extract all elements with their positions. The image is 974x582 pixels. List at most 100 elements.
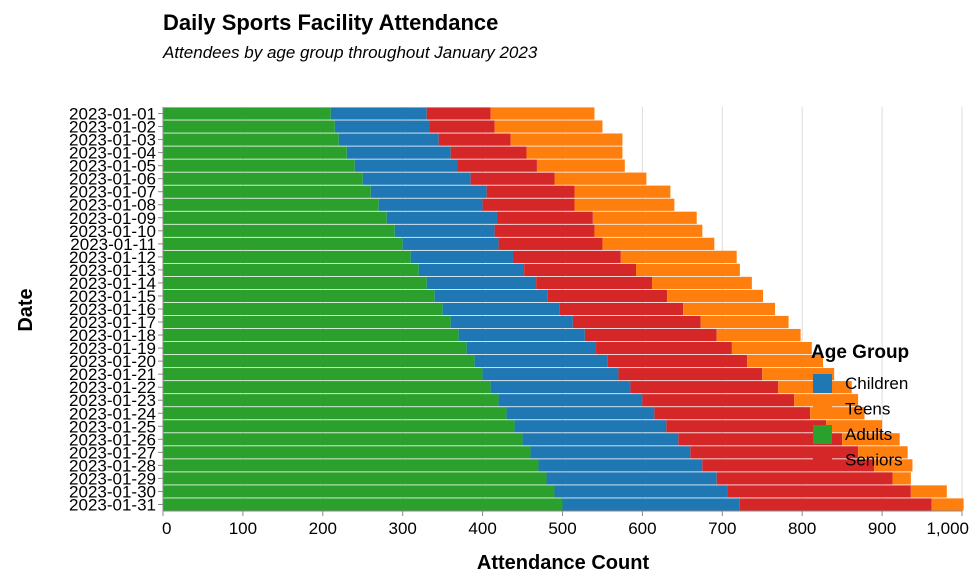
bar-seniors-2023-01-14 (536, 276, 652, 290)
chart-subtitle: Attendees by age group throughout Januar… (162, 43, 538, 62)
bar-seniors-2023-01-16 (559, 302, 684, 316)
y-tick-label-2023-01-20: 2023-01-20 (69, 352, 156, 371)
bar-children-2023-01-24 (506, 407, 655, 420)
bar-seniors-2023-01-31 (739, 498, 932, 511)
bar-teens-2023-01-30 (910, 485, 947, 498)
bar-teens-2023-01-07 (574, 185, 671, 198)
bar-adults-2023-01-13 (163, 263, 419, 277)
bar-seniors-2023-01-21 (618, 368, 763, 381)
bar-teens-2023-01-27 (858, 446, 908, 459)
bar-seniors-2023-01-12 (512, 250, 621, 263)
bar-seniors-2023-01-27 (690, 446, 859, 459)
bar-teens-2023-01-15 (667, 289, 764, 303)
y-tick-label-2023-01-07: 2023-01-07 (69, 183, 156, 202)
bar-seniors-2023-01-22 (630, 381, 779, 394)
bar-children-2023-01-10 (394, 224, 495, 237)
bar-children-2023-01-14 (426, 276, 537, 290)
bar-adults-2023-01-14 (163, 276, 427, 290)
bar-seniors-2023-01-20 (607, 355, 748, 368)
y-tick-label-2023-01-21: 2023-01-21 (69, 365, 156, 384)
bar-adults-2023-01-22 (163, 381, 491, 394)
bar-children-2023-01-01 (330, 107, 427, 120)
bar-seniors-2023-01-13 (524, 263, 637, 277)
bar-children-2023-01-11 (402, 237, 499, 250)
y-tick-label-2023-01-14: 2023-01-14 (69, 274, 156, 293)
bar-adults-2023-01-19 (163, 341, 467, 355)
legend-label-seniors: Seniors (845, 451, 903, 470)
bar-seniors-2023-01-25 (666, 420, 827, 433)
bar-adults-2023-01-10 (163, 224, 395, 237)
x-tick-label-0: 0 (162, 519, 171, 538)
y-tick-label-2023-01-18: 2023-01-18 (69, 326, 156, 345)
bar-adults-2023-01-27 (163, 446, 531, 459)
bar-children-2023-01-06 (362, 172, 471, 185)
bar-teens-2023-01-17 (700, 315, 789, 329)
bar-adults-2023-01-04 (163, 146, 347, 159)
y-tick-label-2023-01-25: 2023-01-25 (69, 417, 156, 436)
bar-adults-2023-01-23 (163, 394, 499, 407)
bar-teens-2023-01-06 (554, 172, 647, 185)
bar-children-2023-01-16 (442, 302, 560, 316)
bar-teens-2023-01-03 (510, 133, 623, 146)
bar-teens-2023-01-20 (747, 355, 823, 368)
x-tick-label-6: 600 (628, 519, 656, 538)
bar-teens-2023-01-13 (636, 263, 740, 277)
y-tick-label-2023-01-11: 2023-01-11 (70, 235, 156, 254)
bar-seniors-2023-01-03 (438, 133, 511, 146)
y-tick-label-2023-01-27: 2023-01-27 (69, 443, 156, 462)
bar-seniors-2023-01-26 (678, 433, 843, 446)
bar-teens-2023-01-12 (620, 250, 737, 263)
bar-children-2023-01-25 (514, 420, 667, 433)
legend-swatch-seniors (813, 450, 832, 470)
y-tick-label-2023-01-02: 2023-01-02 (69, 118, 156, 137)
x-tick-label-5: 500 (548, 519, 576, 538)
bar-children-2023-01-05 (354, 159, 458, 172)
bar-adults-2023-01-17 (163, 315, 451, 329)
y-tick-label-2023-01-23: 2023-01-23 (69, 391, 156, 410)
bar-adults-2023-01-09 (163, 211, 387, 224)
y-axis-ticks: 2023-01-012023-01-022023-01-032023-01-04… (69, 105, 163, 514)
bar-adults-2023-01-07 (163, 185, 371, 198)
y-tick-label-2023-01-17: 2023-01-17 (69, 313, 156, 332)
bar-adults-2023-01-15 (163, 289, 435, 303)
bar-teens-2023-01-18 (716, 328, 801, 342)
y-tick-label-2023-01-31: 2023-01-31 (69, 495, 156, 514)
bar-children-2023-01-22 (490, 381, 631, 394)
legend-label-children: Children (845, 374, 908, 393)
bar-teens-2023-01-09 (592, 211, 697, 224)
bar-teens-2023-01-08 (574, 198, 675, 211)
y-tick-label-2023-01-19: 2023-01-19 (69, 339, 156, 358)
bar-seniors-2023-01-08 (482, 198, 575, 211)
bar-teens-2023-01-31 (931, 498, 964, 511)
bar-children-2023-01-18 (458, 328, 585, 342)
y-tick-label-2023-01-04: 2023-01-04 (69, 144, 156, 163)
bar-seniors-2023-01-06 (470, 172, 555, 185)
bar-children-2023-01-17 (450, 315, 573, 329)
legend-label-adults: Adults (845, 425, 892, 444)
bar-teens-2023-01-14 (651, 276, 752, 290)
bar-children-2023-01-13 (418, 263, 525, 277)
bar-adults-2023-01-11 (163, 237, 403, 250)
y-tick-label-2023-01-10: 2023-01-10 (69, 222, 156, 241)
bar-adults-2023-01-03 (163, 133, 339, 146)
bar-seniors-2023-01-23 (642, 394, 795, 407)
y-tick-label-2023-01-24: 2023-01-24 (69, 404, 156, 423)
bar-adults-2023-01-16 (163, 302, 443, 316)
bar-seniors-2023-01-10 (494, 224, 595, 237)
y-tick-label-2023-01-22: 2023-01-22 (69, 378, 156, 397)
y-tick-label-2023-01-28: 2023-01-28 (69, 456, 156, 475)
legend: Age Group Children Teens Adults Seniors (811, 342, 909, 470)
y-tick-label-2023-01-13: 2023-01-13 (69, 261, 156, 280)
x-tick-label-1: 100 (229, 519, 257, 538)
bar-adults-2023-01-21 (163, 368, 483, 381)
y-tick-label-2023-01-03: 2023-01-03 (69, 131, 156, 150)
bar-adults-2023-01-25 (163, 420, 515, 433)
bar-seniors-2023-01-01 (426, 107, 491, 120)
y-tick-label-2023-01-06: 2023-01-06 (69, 170, 156, 189)
bar-teens-2023-01-26 (842, 433, 900, 446)
bar-children-2023-01-15 (434, 289, 548, 303)
bar-children-2023-01-03 (338, 133, 439, 146)
bar-children-2023-01-27 (530, 446, 691, 459)
bar-teens-2023-01-11 (602, 237, 715, 250)
